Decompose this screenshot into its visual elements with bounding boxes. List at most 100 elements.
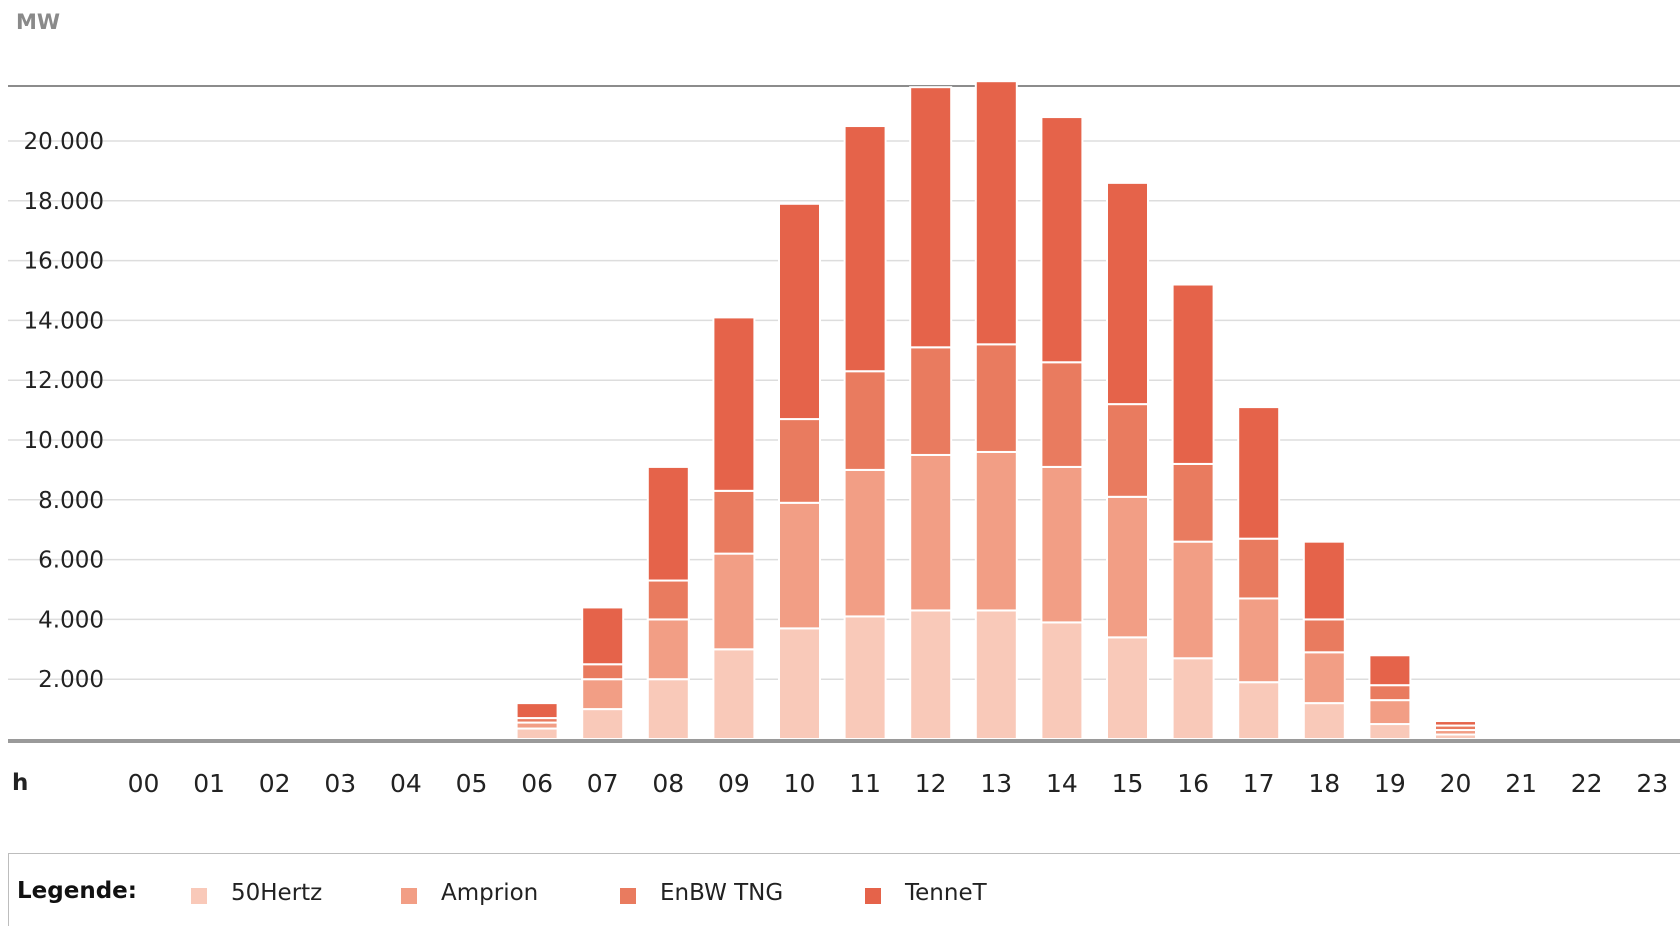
- x-tick-label: 22: [1571, 769, 1603, 798]
- bars: [515, 80, 1477, 741]
- bar-segment: [1237, 597, 1281, 684]
- legend-label: TenneT: [905, 880, 987, 906]
- x-axis-unit-label: h: [12, 770, 28, 796]
- x-tick-label: 15: [1112, 769, 1144, 798]
- bar-segment: [1106, 181, 1149, 406]
- bar-segment: [843, 615, 887, 740]
- bar-segment: [1106, 403, 1149, 498]
- bar-segment: [778, 418, 821, 504]
- y-tick-label: 10.000: [24, 428, 104, 454]
- x-tick-label: 16: [1177, 769, 1209, 798]
- x-tick-label: 08: [652, 769, 684, 798]
- bar-segment: [1434, 720, 1477, 727]
- x-tick-label: 20: [1440, 769, 1472, 798]
- bar-segment: [778, 501, 821, 630]
- square-swatch-icon: [865, 888, 881, 904]
- bar-segment: [712, 316, 756, 492]
- legend-label: 50Hertz: [231, 880, 323, 906]
- bar-segment: [1302, 618, 1346, 654]
- x-tick-label: 06: [521, 769, 553, 798]
- x-tick-label: 02: [259, 769, 291, 798]
- bar-segment: [1368, 684, 1412, 702]
- x-tick-label: 12: [915, 769, 947, 798]
- x-tick-label: 17: [1243, 769, 1275, 798]
- x-tick-label: 18: [1308, 769, 1340, 798]
- square-swatch-icon: [620, 888, 636, 904]
- bar-segment: [1302, 651, 1346, 705]
- y-axis-ticks: 2.000 4.000 6.000 8.000 10.000 12.000 14.000 16…: [24, 129, 104, 693]
- bar-segment: [1040, 361, 1084, 468]
- y-tick-label: 8.000: [38, 488, 104, 514]
- y-tick-label: 20.000: [24, 129, 104, 155]
- bar-segment: [909, 346, 953, 456]
- bar-segment: [974, 343, 1018, 453]
- bar-segment: [646, 465, 690, 582]
- bar-segment: [1040, 116, 1084, 364]
- square-swatch-icon: [191, 888, 207, 904]
- bar-segment: [581, 678, 625, 711]
- x-tick-label: 01: [193, 769, 225, 798]
- legend-item-tennet: TenneT: [865, 876, 987, 910]
- legend-label: EnBW TNG: [660, 880, 784, 906]
- bar-segment: [1040, 465, 1084, 624]
- y-tick-label: 6.000: [38, 548, 104, 574]
- bar-segment: [1106, 495, 1149, 639]
- bar-segment: [909, 86, 953, 349]
- bar-segment: [1237, 681, 1281, 741]
- y-tick-label: 4.000: [38, 607, 104, 633]
- bar-segment: [515, 727, 559, 740]
- bar-segment: [843, 125, 887, 373]
- bar-segment: [712, 489, 756, 555]
- bar-segment: [1106, 636, 1149, 741]
- x-tick-label: 19: [1374, 769, 1406, 798]
- bar-segment: [581, 663, 625, 681]
- x-tick-label: 23: [1636, 769, 1668, 798]
- bar-segment: [909, 453, 953, 612]
- x-tick-label: 03: [324, 769, 356, 798]
- legend: Legende: 50Hertz Amprion EnBW TNG TenneT: [8, 853, 1680, 926]
- bar-segment: [1171, 540, 1215, 660]
- bar-segment: [1237, 406, 1281, 540]
- x-tick-label: 13: [980, 769, 1012, 798]
- x-tick-label: 21: [1505, 769, 1537, 798]
- legend-label: Amprion: [441, 880, 539, 906]
- bar-segment: [843, 370, 887, 471]
- x-tick-label: 05: [456, 769, 488, 798]
- y-axis-unit-label: MW: [16, 10, 60, 34]
- bar-segment: [1368, 654, 1412, 687]
- bar-segment: [843, 468, 887, 618]
- legend-item-amprion: Amprion: [401, 876, 538, 910]
- legend-title: Legende:: [17, 878, 137, 904]
- legend-item-enbw-tng: EnBW TNG: [620, 876, 783, 910]
- bar-segment: [646, 579, 690, 621]
- bar-segment: [581, 708, 625, 740]
- bar-segment: [778, 202, 821, 421]
- square-swatch-icon: [401, 888, 417, 904]
- bar-segment: [646, 618, 690, 681]
- bar-segment: [1040, 621, 1084, 741]
- x-tick-label: 04: [390, 769, 422, 798]
- bar-segment: [646, 678, 690, 741]
- bar-segment: [1368, 699, 1412, 726]
- x-tick-label: 11: [849, 769, 881, 798]
- bar-segment: [974, 450, 1018, 612]
- bar-segment: [1302, 702, 1346, 740]
- x-tick-label: 10: [784, 769, 816, 798]
- bar-segment: [778, 627, 821, 740]
- bar-segment: [1171, 462, 1215, 543]
- x-tick-label: 14: [1046, 769, 1078, 798]
- bar-segment: [974, 609, 1018, 740]
- bar-segment: [909, 609, 953, 740]
- bar-segment: [1368, 723, 1412, 740]
- y-tick-label: 12.000: [24, 368, 104, 394]
- bar-segment: [581, 606, 625, 666]
- y-tick-label: 14.000: [24, 308, 104, 334]
- bar-segment: [1302, 540, 1346, 621]
- y-tick-label: 18.000: [24, 189, 104, 215]
- bar-segment: [712, 552, 756, 651]
- y-tick-label: 2.000: [38, 667, 104, 693]
- bar-segment: [974, 80, 1018, 346]
- x-axis-ticks: 00 01 02 03 04 05 06 07 08 09 10 11 12 13 14 15 16 17 18 19…: [128, 769, 1669, 798]
- legend-item-50hertz: 50Hertz: [191, 876, 322, 910]
